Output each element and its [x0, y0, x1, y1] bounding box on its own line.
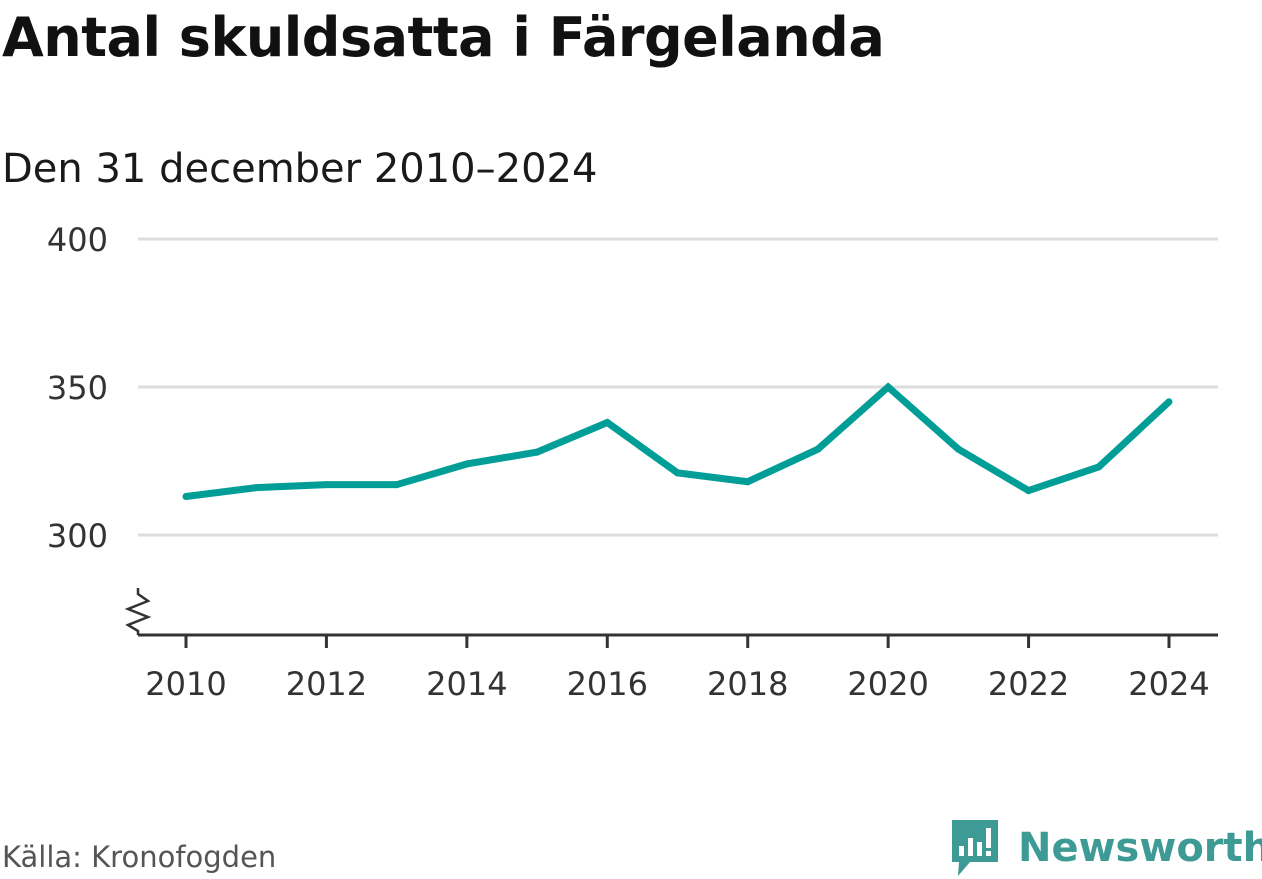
logo-bar-3: [977, 842, 982, 856]
x-tick-label: 2012: [286, 665, 367, 703]
y-axis-ticks: 300 350 400: [47, 221, 108, 555]
x-tick-label: 2024: [1128, 665, 1209, 703]
data-point: [1165, 398, 1173, 406]
source-note: Källa: Kronofogden: [2, 840, 277, 874]
brand-name: Newsworthy: [1018, 825, 1262, 871]
chart-title: Antal skuldsatta i Färgelanda: [2, 6, 885, 69]
axis-break-icon: [124, 588, 152, 635]
logo-dot: [986, 851, 991, 856]
x-tick-label: 2020: [847, 665, 928, 703]
logo-bar-2: [968, 838, 973, 856]
y-tick-label: 300: [47, 517, 108, 555]
data-point: [814, 445, 822, 453]
data-point: [1025, 487, 1033, 495]
series: [182, 382, 1173, 501]
gridlines: [138, 237, 1218, 537]
x-tick-label: 2022: [988, 665, 1069, 703]
logo-bar-4: [986, 828, 991, 848]
data-point: [884, 383, 892, 391]
brand-logo: Newsworthy: [950, 818, 1262, 878]
data-point: [182, 493, 190, 501]
newsworthy-logo-icon: [952, 820, 998, 876]
x-tick-label: 2014: [426, 665, 507, 703]
chart-subtitle: Den 31 december 2010–2024: [2, 146, 598, 192]
y-tick-label: 400: [47, 221, 108, 259]
x-tick-label: 2018: [707, 665, 788, 703]
data-point: [674, 469, 681, 477]
x-axis-ticks: 2010 2012 2014 2016 2018 2020 2022 2024: [145, 635, 1210, 703]
data-point: [393, 481, 401, 489]
data-point: [322, 481, 330, 489]
series-line: [185, 382, 1172, 500]
data-point: [1095, 463, 1103, 471]
data-point: [603, 419, 611, 427]
logo-badge: [952, 820, 998, 876]
x-tick-label: 2016: [567, 665, 648, 703]
data-point: [533, 448, 541, 456]
y-tick-label: 350: [47, 369, 108, 407]
x-axis: [124, 588, 1218, 637]
x-tick-label: 2010: [145, 665, 226, 703]
data-point: [252, 484, 260, 492]
data-point: [463, 460, 471, 468]
data-point: [744, 478, 752, 486]
logo-bar-1: [959, 846, 964, 856]
data-point: [954, 445, 962, 453]
